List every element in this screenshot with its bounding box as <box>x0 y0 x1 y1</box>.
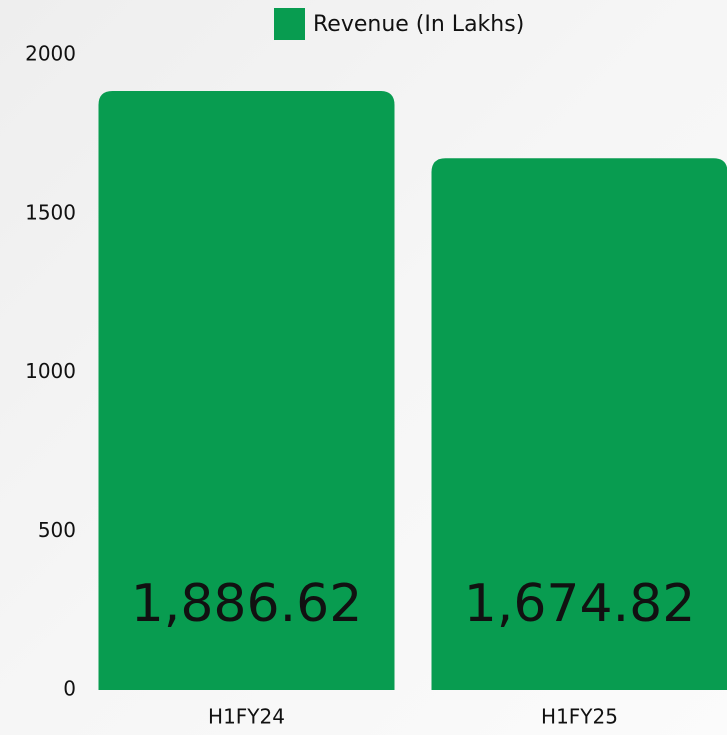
value-label: 1,674.82 <box>464 574 696 634</box>
x-tick-label: H1FY25 <box>541 705 618 729</box>
legend-label: Revenue (In Lakhs) <box>313 12 524 37</box>
value-label: 1,886.62 <box>131 574 363 634</box>
y-tick-label: 1000 <box>25 359 76 383</box>
y-tick-label: 500 <box>38 518 76 542</box>
y-tick-label: 0 <box>63 677 76 701</box>
legend-swatch <box>274 8 305 40</box>
y-tick-label: 1500 <box>25 200 76 224</box>
y-tick-label: 2000 <box>25 42 76 66</box>
x-tick-label: H1FY24 <box>208 705 285 729</box>
